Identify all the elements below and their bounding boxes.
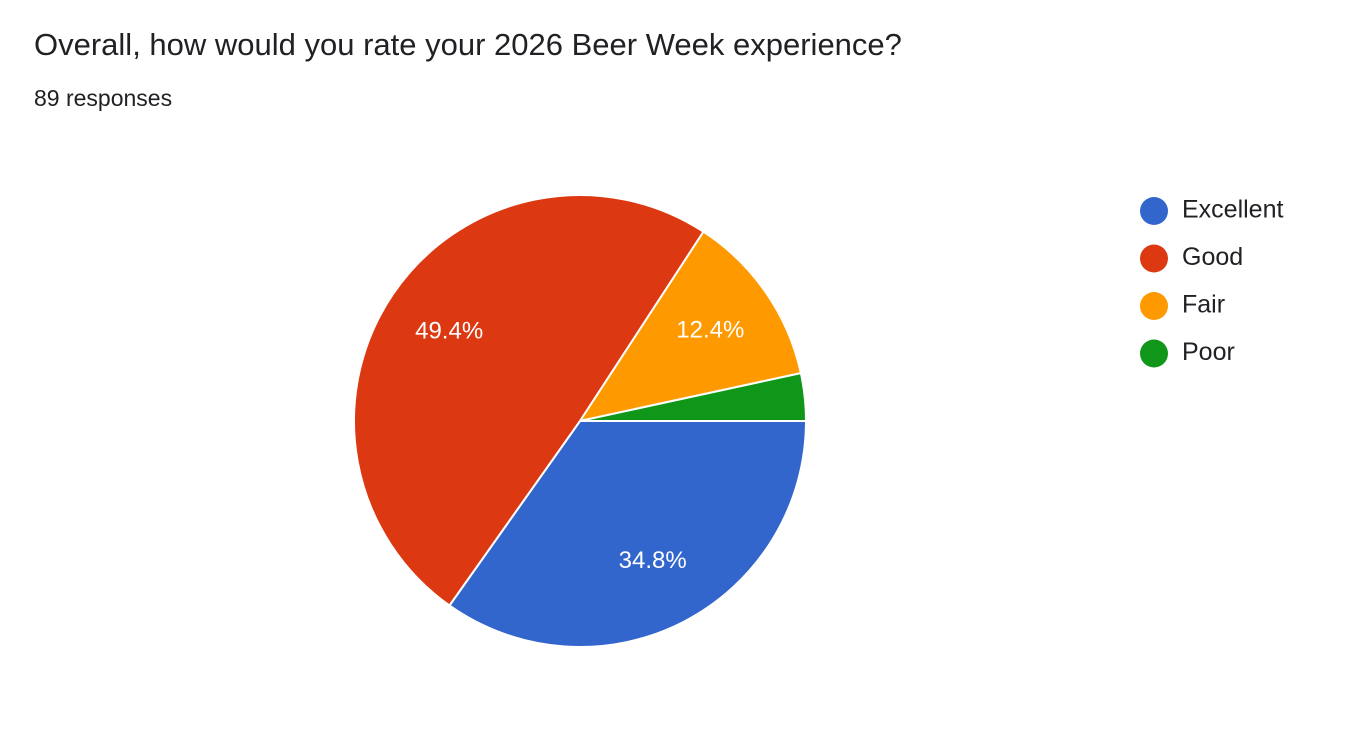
legend-label: Poor bbox=[1182, 338, 1235, 366]
legend-swatch bbox=[1140, 244, 1168, 273]
pie-slice bbox=[448, 420, 808, 648]
legend-label: Good bbox=[1182, 243, 1243, 271]
legend-swatch bbox=[1140, 292, 1168, 320]
chart-subtitle: 89 responses bbox=[34, 85, 172, 111]
legend-swatch bbox=[1140, 339, 1168, 368]
legend-label: Excellent bbox=[1182, 196, 1283, 224]
legend-label: Fair bbox=[1182, 291, 1225, 319]
legend-swatch bbox=[1140, 197, 1168, 225]
pie-slice bbox=[579, 371, 808, 422]
chart-title: Overall, how would you rate your 2026 Be… bbox=[34, 27, 902, 62]
pie-slice bbox=[353, 194, 705, 607]
pie-slice bbox=[577, 230, 803, 423]
slice-label: 49.4% bbox=[415, 317, 483, 344]
slice-label: 12.4% bbox=[676, 317, 744, 344]
slice-label: 34.8% bbox=[619, 547, 687, 574]
